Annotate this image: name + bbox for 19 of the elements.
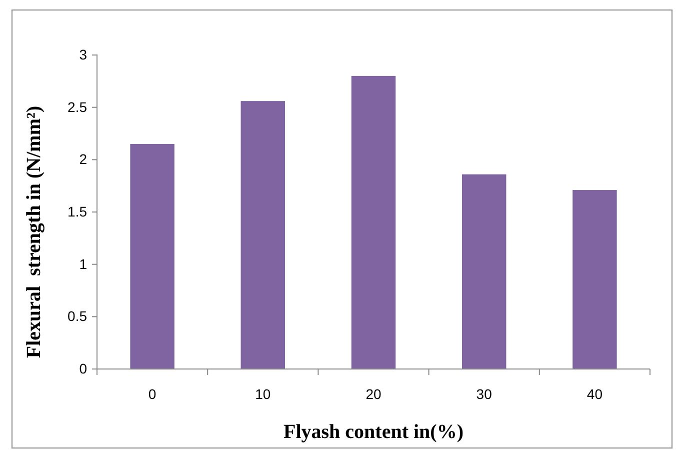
y-tick-label: 2: [79, 151, 88, 168]
x-tick-label: 0: [148, 386, 156, 402]
bar: [130, 144, 174, 369]
y-tick-label: 0.5: [68, 308, 88, 324]
bar: [572, 190, 617, 369]
bar: [462, 174, 506, 369]
x-axis-title: Flyash content in(%): [284, 421, 464, 443]
x-tick-label: 30: [476, 386, 492, 402]
x-tick-label: 40: [586, 386, 603, 402]
y-tick-label: 2.5: [68, 98, 88, 115]
bar: [240, 101, 286, 369]
y-tick-label: 1.5: [68, 203, 88, 220]
y-tick-label: 3: [79, 46, 88, 62]
x-tick-label: 10: [255, 386, 271, 402]
y-axis-title: Flexural strength in (N/mm²): [23, 106, 45, 358]
bar: [351, 76, 396, 369]
y-tick-label: 1: [79, 256, 88, 272]
x-tick-label: 20: [366, 386, 382, 402]
y-tick-label: 0: [79, 360, 88, 376]
